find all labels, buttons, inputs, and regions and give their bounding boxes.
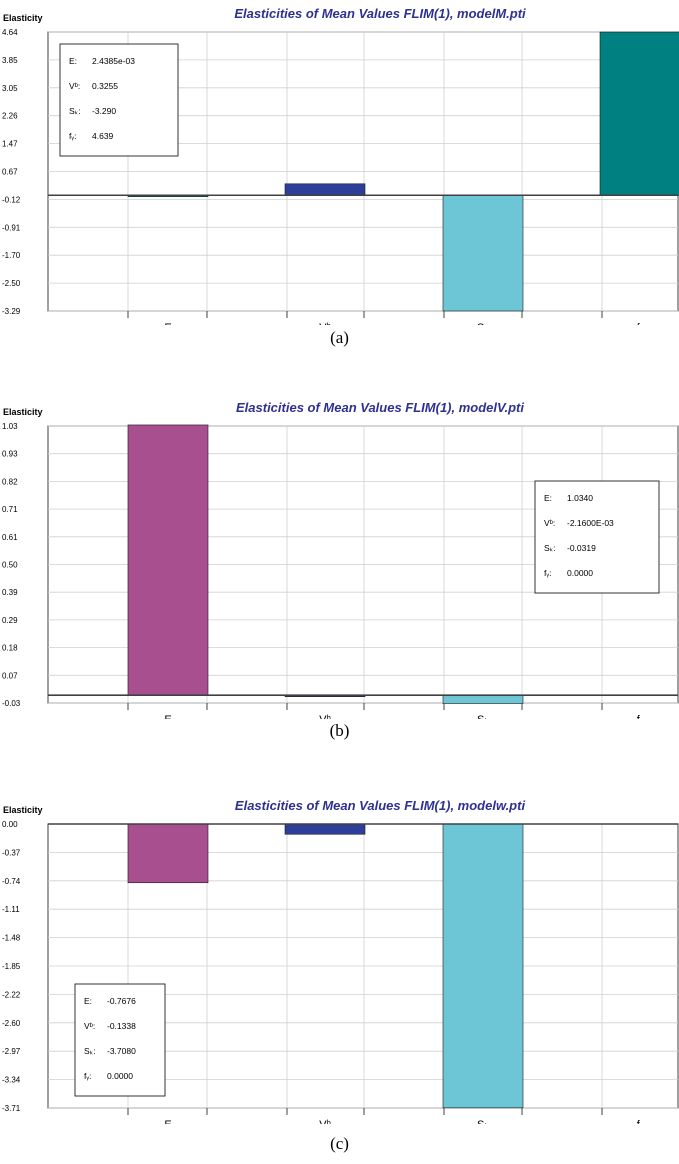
- x-category-label: fᵧ: [637, 322, 644, 325]
- y-tick-label: 2.26: [2, 112, 18, 121]
- legend-value: -0.0319: [567, 543, 596, 553]
- y-axis-label: Elasticity: [3, 13, 43, 23]
- y-tick-label: 0.61: [2, 533, 18, 542]
- y-tick-label: -2.22: [2, 990, 21, 999]
- x-category-label: Vᵇ: [319, 1119, 331, 1124]
- bar-1: [127, 424, 209, 696]
- y-tick-label: 3.05: [2, 84, 18, 93]
- y-tick-label: -3.29: [2, 307, 21, 316]
- y-tick-label: -1.48: [2, 934, 21, 943]
- bar-1: [127, 823, 209, 884]
- chart-panel-c: 0.00 -0.37 -0.74 -1.11 -1.48 -1.85 -2.22 -2.60 -…: [0, 794, 679, 1124]
- legend-value: 1.0340: [567, 493, 593, 503]
- legend-label: Vᵇ:: [544, 518, 555, 528]
- legend-value: -0.1338: [107, 1021, 136, 1031]
- y-tick-label: -0.74: [2, 877, 21, 886]
- chart-title: Elasticities of Mean Values FLIM(1), mod…: [236, 400, 524, 415]
- legend-box: [59, 43, 179, 157]
- legend-value: -0.7676: [107, 996, 136, 1006]
- x-category-label: fᵧ: [637, 714, 644, 719]
- legend-value: -2.1600E-03: [567, 518, 614, 528]
- legend-label: fᵧ:: [84, 1071, 91, 1081]
- y-tick-label: -3.71: [2, 1104, 21, 1113]
- y-tick-label: -1.85: [2, 962, 21, 971]
- legend-value: 0.3255: [92, 81, 118, 91]
- y-tick-label: 0.18: [2, 644, 18, 653]
- y-tick-label: 0.29: [2, 616, 18, 625]
- bar-3: [442, 823, 524, 1109]
- y-tick-label: 1.47: [2, 140, 18, 149]
- legend-value: -3.290: [92, 106, 116, 116]
- legend-label: E:: [544, 493, 552, 503]
- chart-c: 0.00 -0.37 -0.74 -1.11 -1.48 -1.85 -2.22 -2.60 -…: [2, 798, 679, 1124]
- bar-4: [599, 31, 679, 196]
- x-category-label: Sₖ: [477, 322, 489, 325]
- y-tick-label: 0.93: [2, 450, 18, 459]
- y-tick-label: -2.97: [2, 1047, 21, 1056]
- y-tick-label: 0.50: [2, 561, 18, 570]
- chart-title: Elasticities of Mean Values FLIM(1), mod…: [234, 6, 526, 21]
- x-category-label: Vᵇ: [319, 322, 331, 325]
- x-category-label: E: [164, 714, 171, 719]
- legend-label: E:: [69, 56, 77, 66]
- y-tick-label: 0.67: [2, 168, 18, 177]
- x-category-label: fᵧ: [637, 1119, 644, 1124]
- chart-b: 1.03 0.93 0.82 0.71 0.61 0.50 0.39 0.29 0.18 0.07…: [2, 400, 679, 719]
- legend-label: Sₖ:: [69, 106, 81, 116]
- y-tick-label: 4.64: [2, 28, 18, 37]
- legend-value: -3.7080: [107, 1046, 136, 1056]
- legend-label: fᵧ:: [544, 568, 551, 578]
- x-category-label: E: [164, 1119, 171, 1124]
- y-tick-label: 0.00: [2, 820, 18, 829]
- y-tick-label: 0.07: [2, 671, 18, 680]
- y-tick-label: -2.50: [2, 279, 21, 288]
- legend-box: [534, 480, 660, 594]
- chart-panel-b: 1.03 0.93 0.82 0.71 0.61 0.50 0.39 0.29 0.18 0.07…: [0, 394, 679, 719]
- y-tick-label: 1.03: [2, 422, 18, 431]
- caption-c: (c): [330, 1134, 349, 1153]
- y-tick-label: 0.39: [2, 588, 18, 597]
- chart-panel-a: 4.64 3.85 3.05 2.26 1.47 0.67 -0.12 -0.91 -1.70 -…: [0, 0, 679, 325]
- y-tick-label: -3.34: [2, 1076, 21, 1085]
- x-category-label: Sₖ: [477, 1119, 489, 1124]
- legend-value: 2.4385e-03: [92, 56, 135, 66]
- y-tick-label: 0.71: [2, 505, 18, 514]
- y-tick-label: -1.70: [2, 251, 21, 260]
- caption-a: (a): [330, 328, 349, 347]
- legend-label: Vᵇ:: [69, 81, 80, 91]
- y-tick-label: 0.82: [2, 477, 18, 486]
- y-axis-label: Elasticity: [3, 805, 43, 815]
- chart-a: 4.64 3.85 3.05 2.26 1.47 0.67 -0.12 -0.91 -1.70 -…: [2, 6, 679, 325]
- legend-label: Vᵇ:: [84, 1021, 95, 1031]
- y-axis-label: Elasticity: [3, 407, 43, 417]
- y-tick-label: -0.12: [2, 195, 21, 204]
- bar-2: [284, 823, 366, 835]
- legend-value: 4.639: [92, 131, 114, 141]
- y-tick-label: -0.03: [2, 699, 21, 708]
- y-tick-label: 3.85: [2, 56, 18, 65]
- legend-label: Sₖ:: [84, 1046, 96, 1056]
- legend-label: fᵧ:: [69, 131, 76, 141]
- legend-value: 0.0000: [567, 568, 593, 578]
- caption-b: (b): [329, 721, 350, 740]
- y-tick-label: -2.60: [2, 1019, 21, 1028]
- y-tick-label: -0.37: [2, 848, 21, 857]
- legend-box: [74, 983, 166, 1097]
- legend-value: 0.0000: [107, 1071, 133, 1081]
- legend-label: E:: [84, 996, 92, 1006]
- x-category-label: Vᵇ: [319, 714, 331, 719]
- bar-3: [442, 194, 524, 312]
- y-tick-label: -0.91: [2, 223, 21, 232]
- x-category-label: Sₖ: [477, 714, 489, 719]
- bar-2: [284, 183, 366, 196]
- chart-title: Elasticities of Mean Values FLIM(1), mod…: [235, 798, 526, 813]
- bar-3: [442, 694, 524, 704]
- y-tick-label: -1.11: [2, 905, 20, 914]
- legend-label: Sₖ:: [544, 543, 556, 553]
- x-category-label: E: [164, 322, 171, 325]
